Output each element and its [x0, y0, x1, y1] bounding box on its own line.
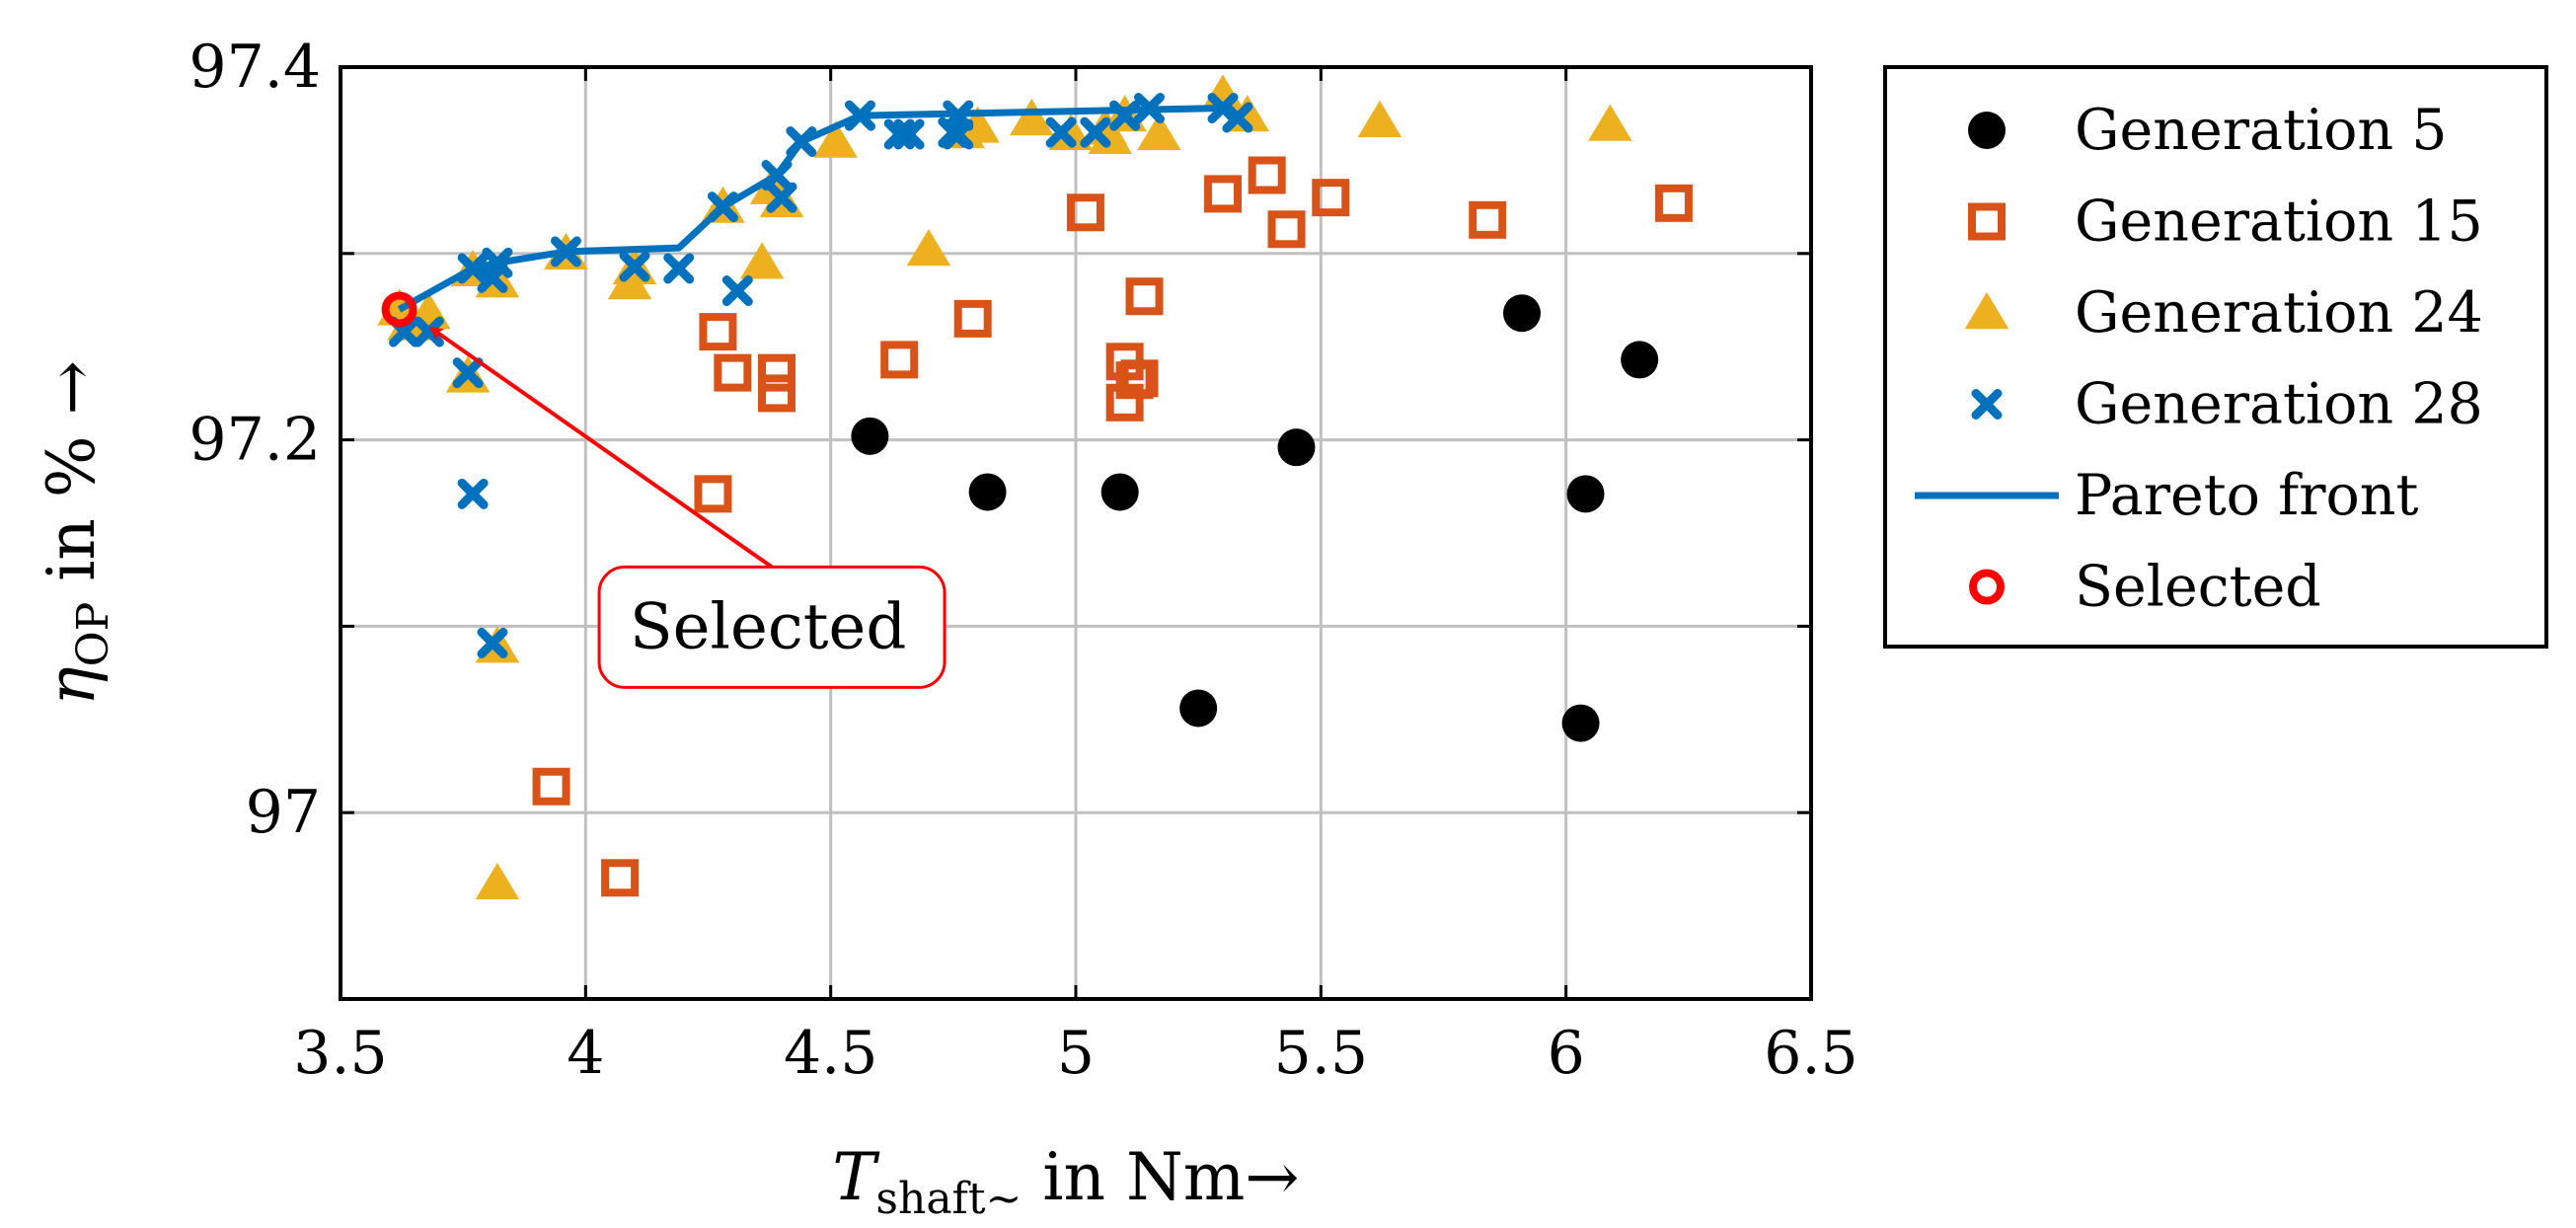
square-point	[694, 475, 732, 513]
grid	[341, 67, 1811, 999]
legend-label: Pareto front	[2075, 463, 2418, 528]
circle-point	[968, 473, 1007, 511]
y-tick-label: 97	[246, 778, 321, 847]
x-point	[477, 627, 508, 658]
legend-label: Generation 15	[2075, 190, 2483, 255]
legend-symbol	[1968, 202, 2006, 241]
circle-point	[1561, 704, 1600, 742]
y-tick-label: 97.4	[189, 33, 321, 102]
circle-point	[1179, 689, 1218, 728]
circle-point	[1277, 428, 1316, 467]
square-point	[758, 353, 796, 392]
series-generation-15	[532, 156, 1693, 897]
legend-symbol	[1964, 292, 2009, 330]
square-point	[1267, 210, 1306, 249]
circle-point	[1100, 473, 1139, 511]
square-point	[953, 299, 992, 338]
x-point	[943, 118, 974, 150]
legend: Generation 5 Generation 15 Generation 24 Ge…	[1883, 65, 2548, 649]
circle-point	[1621, 341, 1659, 379]
square-point	[1248, 156, 1286, 194]
legend-label: Generation 5	[2075, 98, 2448, 163]
legend-symbol	[1969, 569, 2005, 605]
legend-item: Pareto front	[1915, 463, 2418, 528]
circle-point	[851, 417, 889, 455]
square-point	[1120, 359, 1159, 398]
square-point	[601, 859, 640, 897]
square-point	[1654, 184, 1693, 222]
square-point	[1312, 179, 1350, 217]
legend-symbol	[1971, 389, 2003, 420]
x-tick-label: 3.5	[293, 1019, 387, 1088]
square-point	[1469, 200, 1507, 239]
annotation-arrow	[428, 327, 774, 570]
triangle-point	[1137, 114, 1181, 151]
x-point	[663, 253, 695, 284]
legend-label: Generation 24	[2075, 280, 2483, 345]
x-point	[619, 251, 650, 282]
x-tick-label: 6	[1548, 1019, 1585, 1088]
triangle-point	[813, 120, 858, 158]
x-tick-label: 4.5	[784, 1019, 877, 1088]
circle-point	[1566, 475, 1605, 513]
legend-item: Generation 5	[1968, 98, 2448, 163]
x-point	[893, 118, 925, 150]
annotation-box	[597, 565, 947, 689]
y-tick-label: 97.2	[189, 406, 321, 475]
triangle-point	[1010, 98, 1054, 136]
pareto-front-line	[397, 105, 1240, 313]
square-point	[699, 313, 737, 351]
legend-item: Selected	[1969, 555, 2321, 620]
y-axis-label: ηOP in % →	[34, 360, 118, 706]
x-point	[452, 357, 484, 389]
legend-item: Generation 15	[1968, 190, 2483, 255]
square-point	[1204, 175, 1242, 213]
data-series	[377, 74, 1693, 900]
triangle-point	[1357, 100, 1402, 137]
square-point	[532, 767, 570, 806]
triangle-point	[475, 863, 520, 900]
legend-symbol	[1968, 112, 2006, 149]
x-point	[1045, 116, 1077, 148]
square-point	[880, 341, 919, 379]
x-axis-label: Tshaft∼ in Nm→	[832, 1139, 1299, 1224]
circle-point	[1502, 294, 1541, 333]
square-point	[1066, 193, 1104, 232]
triangle-point	[906, 229, 951, 267]
legend-item: Generation 28	[1971, 372, 2483, 437]
x-point	[1080, 116, 1111, 148]
legend-box	[1883, 65, 2548, 649]
x-point	[721, 275, 753, 307]
square-point	[1125, 277, 1164, 316]
legend-item: Generation 24	[1964, 280, 2483, 345]
legend-label: Generation 28	[2075, 372, 2483, 437]
annotation: Selected	[428, 327, 947, 689]
selected-point	[381, 291, 417, 328]
axis-ticks: 3.5 4 4.5 5 5.5 6 6.5 97 97.2 97.4	[189, 33, 1857, 1088]
x-tick-label: 6.5	[1764, 1019, 1857, 1088]
square-point	[714, 353, 752, 392]
x-point	[766, 182, 797, 213]
legend-label: Selected	[2075, 555, 2321, 620]
x-tick-label: 4	[567, 1019, 604, 1088]
x-point	[457, 478, 489, 509]
triangle-point	[739, 242, 785, 279]
square-point	[758, 374, 796, 413]
annotation-label: Selected	[630, 590, 906, 663]
series-generation-5	[851, 294, 1659, 742]
x-tick-label: 5	[1057, 1019, 1095, 1088]
triangle-point	[1588, 104, 1632, 141]
x-tick-label: 5.5	[1274, 1019, 1368, 1088]
